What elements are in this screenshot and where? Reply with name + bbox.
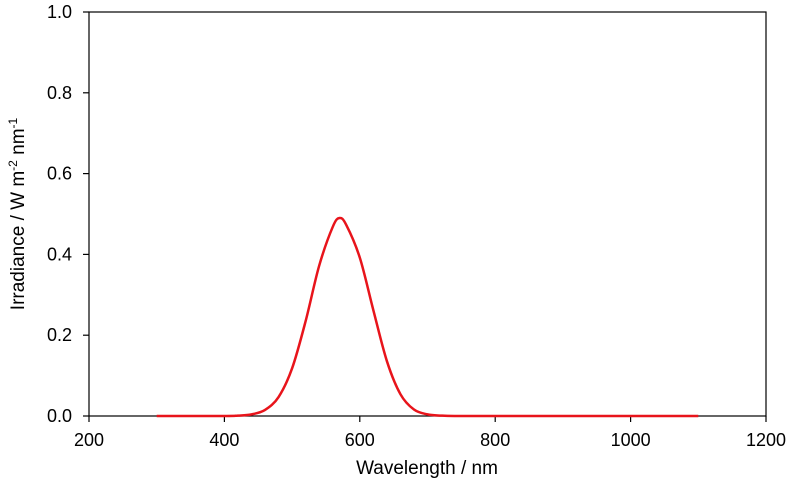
x-axis-ticks: 200 400 600 800 1000 1200 (74, 416, 786, 450)
y-tick-label: 1.0 (47, 2, 72, 22)
irradiance-series-line (156, 216, 699, 418)
x-axis-title: Wavelength / nm (356, 458, 498, 479)
x-tick-label: 800 (480, 430, 510, 450)
x-tick-label: 600 (345, 430, 375, 450)
x-tick-label: 1200 (746, 430, 786, 450)
x-tick-label: 400 (209, 430, 239, 450)
y-tick-label: 0.6 (47, 164, 72, 184)
plot-area-frame (88, 11, 767, 417)
y-tick-label: 0.8 (47, 83, 72, 103)
y-tick-label: 0.2 (47, 325, 72, 345)
y-tick-label: 0.0 (47, 406, 72, 426)
y-axis-ticks: 0.0 0.2 0.4 0.6 0.8 1.0 (47, 2, 89, 426)
x-tick-label: 1000 (611, 430, 651, 450)
y-tick-label: 0.4 (47, 244, 72, 264)
series-layer (156, 216, 699, 418)
x-tick-label: 200 (74, 430, 104, 450)
y-axis-title: Irradiance / W m-2 nm-1 (6, 117, 29, 310)
